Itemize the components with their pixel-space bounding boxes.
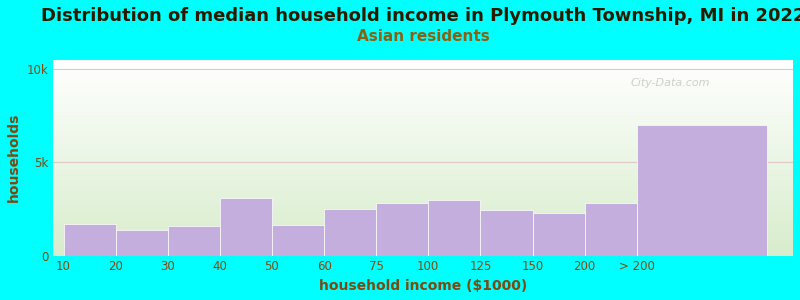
- Bar: [272, 225, 324, 256]
- Bar: [63, 224, 116, 256]
- Bar: [428, 200, 481, 256]
- Y-axis label: households: households: [7, 113, 21, 202]
- Bar: [376, 203, 428, 256]
- Text: Asian residents: Asian residents: [357, 29, 490, 44]
- Bar: [220, 198, 272, 256]
- X-axis label: household income ($1000): household income ($1000): [319, 279, 527, 293]
- Bar: [168, 226, 220, 256]
- Bar: [481, 210, 533, 256]
- Title: Distribution of median household income in Plymouth Township, MI in 2022: Distribution of median household income …: [41, 7, 800, 25]
- Bar: [585, 203, 637, 256]
- Text: City-Data.com: City-Data.com: [630, 78, 710, 88]
- Bar: [637, 125, 767, 256]
- Bar: [533, 213, 585, 256]
- Bar: [116, 230, 168, 256]
- Bar: [324, 209, 376, 256]
